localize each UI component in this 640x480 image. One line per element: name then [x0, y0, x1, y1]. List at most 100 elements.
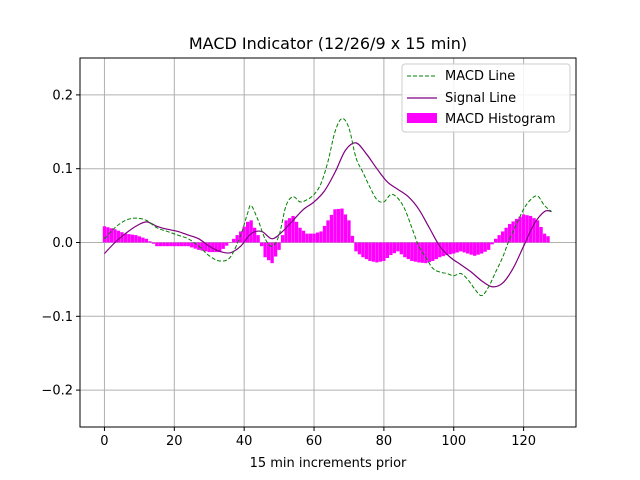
histogram-bar	[134, 235, 138, 243]
histogram-bar	[176, 242, 180, 247]
y-tick-label: 0.0	[52, 236, 73, 251]
histogram-bar	[441, 242, 445, 257]
histogram-bar	[528, 215, 533, 243]
histogram-bar	[200, 242, 204, 251]
histogram-bar	[382, 242, 386, 261]
histogram-bar	[504, 227, 508, 243]
histogram-bar	[336, 208, 341, 243]
histogram-bar	[445, 242, 449, 256]
histogram-bar	[364, 242, 369, 260]
histogram-bar	[144, 238, 149, 243]
histogram-bar	[214, 242, 218, 253]
x-tick-label: 60	[306, 434, 323, 449]
histogram-bar	[427, 242, 431, 263]
histogram-bar	[120, 232, 124, 243]
histogram-bar	[343, 214, 348, 243]
histogram-bar	[218, 242, 222, 253]
histogram-bar	[322, 225, 327, 243]
histogram-bar	[417, 242, 421, 263]
histogram-bar	[298, 227, 302, 243]
histogram-bar	[476, 242, 480, 255]
histogram-bars	[102, 208, 550, 264]
histogram-bar	[487, 242, 491, 250]
y-tick-label: 0.2	[52, 88, 73, 103]
histogram-bar	[151, 242, 156, 244]
histogram-bar	[305, 233, 309, 243]
legend-macd-label: MACD Line	[445, 69, 515, 84]
histogram-bar	[246, 221, 250, 243]
histogram-bar	[263, 242, 267, 258]
x-tick-label: 0	[100, 434, 108, 449]
histogram-bar	[162, 242, 166, 247]
histogram-bar	[291, 215, 295, 243]
histogram-bar	[273, 242, 278, 257]
histogram-bar	[179, 242, 183, 247]
histogram-bar	[480, 242, 484, 254]
histogram-bar	[315, 232, 320, 243]
signal-line	[104, 142, 552, 288]
histogram-bar	[368, 242, 372, 261]
histogram-bar	[183, 242, 187, 247]
histogram-bar	[378, 242, 383, 262]
histogram-bar	[137, 236, 142, 243]
histogram-bar	[500, 231, 505, 243]
histogram-bar	[207, 242, 211, 253]
histogram-bar	[242, 226, 246, 243]
histogram-bar	[434, 242, 438, 260]
histogram-bar	[287, 218, 292, 243]
histogram-bar	[375, 242, 379, 263]
histogram-bar	[211, 242, 215, 253]
legend-histogram-swatch	[407, 113, 437, 123]
histogram-bar	[113, 229, 117, 243]
histogram-bar	[102, 226, 107, 243]
histogram-bar	[232, 238, 236, 243]
histogram-bar	[518, 216, 522, 243]
histogram-bar	[357, 242, 362, 255]
histogram-bar	[539, 227, 543, 243]
histogram-bar	[452, 242, 456, 254]
histogram-bar	[438, 242, 442, 258]
histogram-bar	[106, 227, 110, 243]
histogram-bar	[507, 224, 512, 243]
histogram-bar	[469, 242, 473, 255]
x-tick-label: 40	[236, 434, 253, 449]
histogram-bar	[497, 235, 501, 243]
histogram-bar	[399, 242, 404, 255]
histogram-bar	[483, 242, 487, 252]
histogram-bar	[514, 218, 519, 243]
histogram-bar	[169, 242, 173, 247]
histogram-bar	[204, 242, 208, 252]
x-tick-label: 100	[441, 434, 466, 449]
histogram-bar	[225, 242, 229, 246]
histogram-bar	[172, 242, 176, 247]
histogram-bar	[270, 242, 274, 264]
histogram-bar	[259, 242, 264, 247]
histogram-bar	[280, 235, 285, 243]
histogram-bar	[130, 234, 135, 243]
histogram-bar	[312, 233, 316, 243]
histogram-bar	[190, 242, 194, 248]
legend-histogram-label: MACD Histogram	[445, 112, 556, 127]
x-tick-label: 20	[166, 434, 183, 449]
y-tick-label: −0.1	[41, 310, 73, 325]
histogram-bar	[221, 242, 225, 249]
histogram-bar	[301, 230, 306, 243]
legend: MACD Line Signal Line MACD Histogram	[401, 63, 571, 133]
series-lines	[104, 117, 552, 297]
histogram-bar	[266, 242, 271, 261]
histogram-bar	[448, 242, 452, 255]
histogram-bar	[148, 241, 152, 243]
histogram-bar	[410, 242, 414, 261]
histogram-bar	[127, 234, 131, 243]
histogram-bar	[431, 242, 435, 261]
histogram-bar	[535, 220, 540, 243]
histogram-bar	[340, 208, 344, 243]
histogram-bar	[284, 220, 288, 243]
legend-signal-label: Signal Line	[445, 91, 516, 106]
histogram-bar	[116, 230, 121, 243]
y-tick-label: −0.2	[41, 384, 73, 399]
histogram-bar	[319, 231, 323, 243]
x-axis-label: 15 min increments prior	[250, 456, 407, 471]
histogram-bar	[494, 238, 498, 243]
